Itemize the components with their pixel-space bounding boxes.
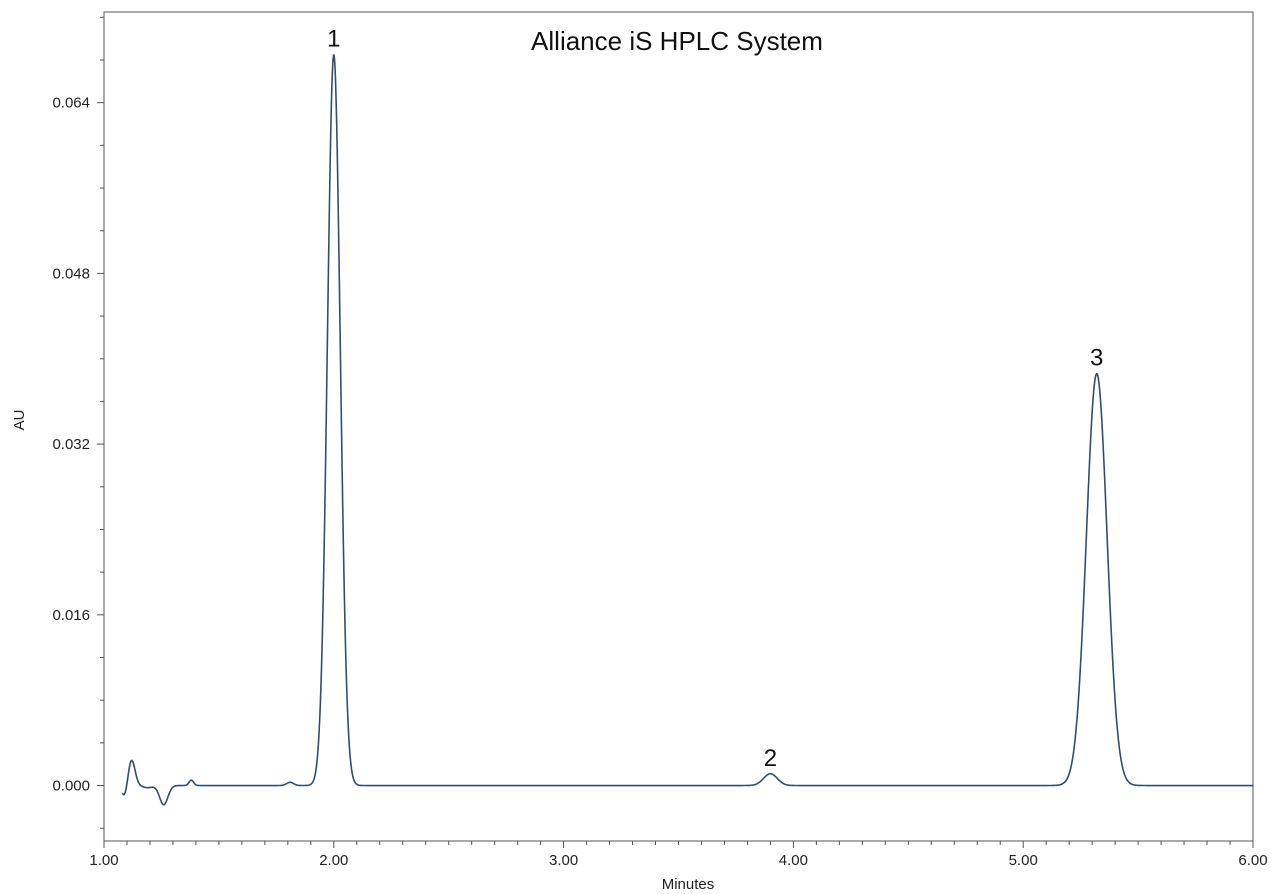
x-tick-label: 1.00 <box>89 852 118 869</box>
y-axis-title: AU <box>11 410 28 431</box>
chart-title: Alliance iS HPLC System <box>531 26 823 56</box>
x-axis-title: Minutes <box>662 876 715 893</box>
peak-labels: 1 2 3 <box>327 26 1103 772</box>
y-tick-label: 0.064 <box>52 95 90 112</box>
y-tick-label: 0.032 <box>52 436 90 453</box>
y-tick-label: 0.016 <box>52 607 90 624</box>
y-tick-label: 0.000 <box>52 778 90 795</box>
peak-label: 1 <box>327 26 340 53</box>
x-axis-ticks: 1.00 2.00 3.00 4.00 5.00 6.00 <box>89 841 1268 869</box>
plot-frame <box>103 11 1254 842</box>
x-tick-label: 2.00 <box>319 852 348 869</box>
y-axis-ticks: 0.000 0.016 0.032 0.048 0.064 <box>52 16 104 829</box>
x-tick-label: 4.00 <box>779 852 808 869</box>
x-tick-label: 3.00 <box>549 852 578 869</box>
y-tick-label: 0.048 <box>52 265 90 282</box>
peak-label: 2 <box>764 745 777 772</box>
chromatogram-trace <box>121 54 1253 806</box>
x-tick-label: 5.00 <box>1009 852 1038 869</box>
x-tick-label: 6.00 <box>1238 852 1267 869</box>
peak-label: 3 <box>1090 345 1103 372</box>
